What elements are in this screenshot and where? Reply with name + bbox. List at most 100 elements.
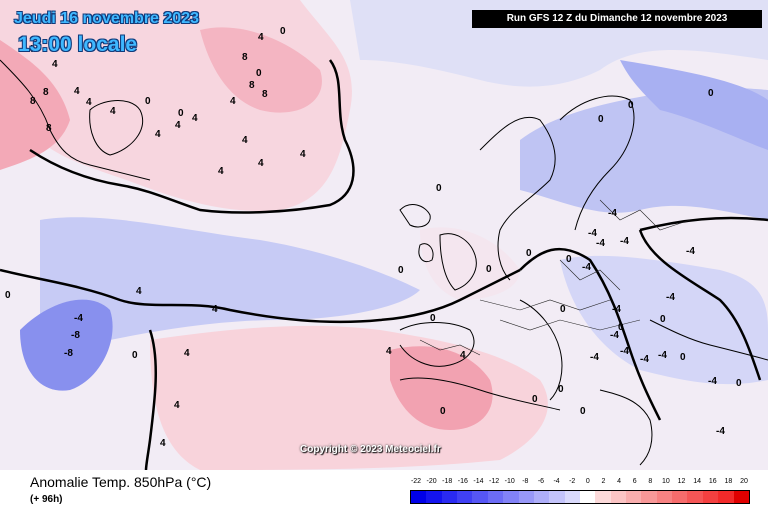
legend-swatch: [579, 491, 596, 503]
legend-tick-label: 18: [724, 478, 733, 485]
contour-label: 4: [258, 158, 264, 169]
forecast-date: Jeudi 16 novembre 2023: [14, 10, 199, 27]
legend-swatch: [518, 491, 534, 503]
legend-tick-label: -14: [473, 478, 484, 485]
contour-label: 0: [628, 100, 634, 111]
contour-label: 0: [486, 264, 492, 275]
contour-label: 0: [558, 384, 564, 395]
contour-label: -4: [588, 228, 597, 239]
legend-swatch: [610, 491, 627, 503]
anomaly-shading: [0, 0, 768, 470]
anomaly-map: 4 4 4 4 8 8 8 4 4 4 4 0 0 4 4 4 4 4 4 8 …: [0, 0, 768, 470]
contour-label: -4: [610, 330, 619, 341]
contour-label: 4: [86, 97, 92, 108]
legend-swatch: [441, 491, 458, 503]
contour-label: 4: [175, 120, 181, 131]
legend-swatch: [687, 491, 703, 503]
legend-tick-label: -6: [537, 478, 545, 485]
contour-label: -4: [686, 246, 695, 257]
contour-label: -4: [612, 304, 621, 315]
contour-label: 0: [680, 352, 686, 363]
contour-label: 4: [386, 346, 392, 357]
contour-label: -4: [708, 376, 717, 387]
legend-tick-label: 4: [617, 478, 621, 485]
contour-label: 0: [440, 406, 446, 417]
coastlines: [0, 59, 768, 466]
model-run-label: Run GFS 12 Z du Dimanche 12 novembre 202…: [472, 10, 762, 28]
legend-swatch: [457, 491, 473, 503]
legend-swatch: [702, 491, 719, 503]
contour-label: 0: [280, 26, 286, 37]
forecast-time: 13:00 locale: [18, 33, 138, 56]
contour-label: 4: [192, 113, 198, 124]
legend-tick-label: 6: [632, 478, 637, 485]
lead-time: (+ 96h): [30, 494, 63, 505]
legend-tick-label: -22: [410, 478, 422, 485]
legend-tick-label: -10: [504, 478, 515, 485]
legend-tick-label: 2: [601, 478, 606, 485]
borders: [419, 199, 691, 356]
contour-label: 4: [74, 86, 80, 97]
legend-tick-label: -4: [553, 478, 560, 485]
contour-label: 0: [532, 394, 538, 405]
contour-label: 4: [212, 304, 218, 315]
legend-tick-label: 14: [693, 478, 702, 485]
contour-label: 0: [580, 406, 586, 417]
legend-tick-label: -8: [522, 478, 529, 485]
legend-swatch: [733, 491, 749, 503]
legend-tick-label: -16: [457, 478, 468, 485]
legend-tick-label: 12: [677, 478, 686, 485]
legend-swatch: [411, 491, 427, 503]
contour-label: 4: [174, 400, 180, 411]
contour-label: 0: [256, 68, 262, 79]
legend-swatch: [595, 491, 611, 503]
legend-swatch: [503, 491, 519, 503]
contour-label: 0: [598, 114, 604, 125]
contour-label: 4: [218, 166, 224, 177]
contour-label: 4: [242, 135, 248, 146]
legend-swatch: [718, 491, 734, 503]
legend-swatch: [549, 491, 565, 503]
legend-tick-label: 20: [740, 478, 748, 485]
contour-label: -8: [64, 348, 73, 359]
legend-tick-label: 16: [708, 478, 717, 485]
legend-tick-label: 8: [648, 478, 653, 485]
contour-label: 0: [708, 88, 714, 99]
legend-swatch: [472, 491, 488, 503]
contour-label: -4: [666, 292, 675, 303]
legend-swatch: [672, 491, 688, 503]
contour-label: 0: [566, 254, 572, 265]
legend-swatch: [533, 491, 550, 503]
color-legend: -22 -20 -18 -16 -14 -12 -10 -8 -6 -4 -2 0 2 4 6 8 10 12 14…: [410, 478, 750, 506]
contour-label: 0: [526, 248, 532, 259]
legend-swatch: [641, 491, 657, 503]
contour-label: -4: [590, 352, 599, 363]
zero-contour: [0, 59, 768, 470]
contour-label: 8: [262, 89, 268, 100]
legend-tick-label: -12: [489, 478, 500, 485]
legend-tick-label: -20: [426, 478, 437, 485]
legend-swatch: [656, 491, 673, 503]
contour-label: 4: [110, 106, 116, 117]
legend-swatch: [626, 491, 642, 503]
contour-label: 0: [436, 183, 442, 194]
contour-label: -4: [658, 350, 667, 361]
legend-swatch: [487, 491, 504, 503]
contour-label: 4: [230, 96, 236, 107]
contour-label: 0: [736, 378, 742, 389]
legend-swatch: [426, 491, 442, 503]
contour-label: 4: [300, 149, 306, 160]
contour-label: -4: [582, 262, 591, 273]
contour-label: 0: [178, 108, 184, 119]
legend-labels: -22 -20 -18 -16 -14 -12 -10 -8 -6 -4 -2 0 2 4 6 8 10 12 14…: [410, 478, 750, 488]
contour-label: -4: [640, 354, 649, 365]
contour-label: 0: [560, 304, 566, 315]
contour-label: 4: [28, 44, 34, 55]
contour-label: 8: [43, 87, 49, 98]
contour-label: 0: [660, 314, 666, 325]
contour-label: 8: [242, 52, 248, 63]
contour-label: 0: [5, 290, 11, 301]
contour-label: -4: [620, 346, 629, 357]
legend-tick-label: -18: [442, 478, 453, 485]
legend-tick-label: -2: [569, 478, 576, 485]
